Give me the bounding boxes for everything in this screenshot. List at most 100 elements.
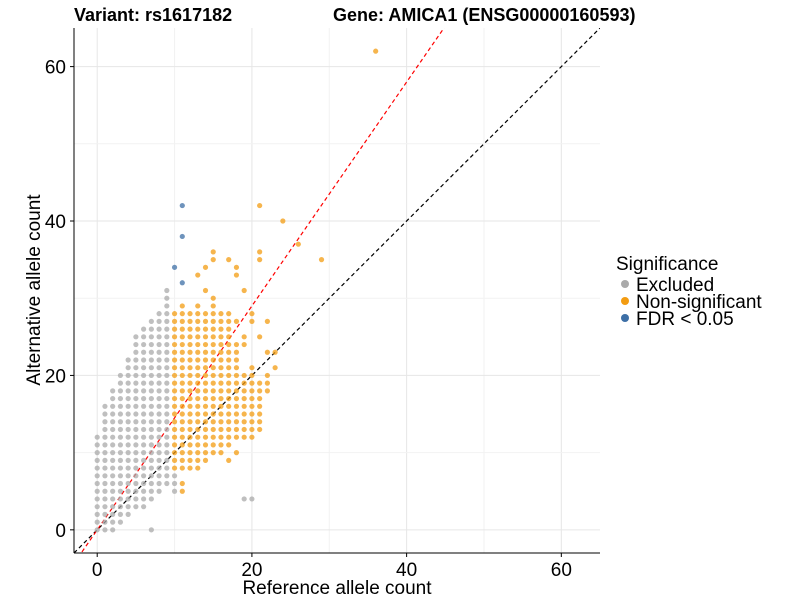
point-non-significant xyxy=(226,311,232,317)
x-tick-label: 0 xyxy=(92,560,103,581)
point-non-significant xyxy=(210,357,216,363)
point-non-significant xyxy=(195,326,201,332)
point-non-significant xyxy=(171,349,178,355)
variant-title: Variant: rs1617182 xyxy=(74,5,232,25)
legend-label: Excluded xyxy=(636,275,714,296)
point-excluded xyxy=(156,457,162,463)
point-excluded xyxy=(133,504,139,510)
point-non-significant xyxy=(179,303,185,309)
point-non-significant xyxy=(233,388,240,394)
point-non-significant xyxy=(210,311,216,317)
point-excluded xyxy=(156,450,162,456)
point-excluded xyxy=(156,341,162,348)
point-non-significant xyxy=(257,403,263,409)
point-excluded xyxy=(141,434,147,440)
point-excluded xyxy=(110,403,116,409)
point-non-significant xyxy=(195,403,201,409)
point-non-significant xyxy=(210,372,216,379)
point-excluded xyxy=(110,527,116,533)
point-excluded xyxy=(125,488,131,494)
point-non-significant xyxy=(179,426,185,433)
point-excluded xyxy=(125,496,131,502)
point-non-significant xyxy=(210,341,216,348)
point-non-significant xyxy=(233,365,240,371)
point-non-significant xyxy=(179,380,185,386)
point-excluded xyxy=(164,403,170,409)
point-non-significant xyxy=(233,426,240,433)
point-excluded xyxy=(133,426,139,433)
point-excluded xyxy=(164,365,170,371)
point-excluded xyxy=(141,349,147,355)
point-non-significant xyxy=(179,465,185,471)
point-excluded xyxy=(171,480,178,487)
point-non-significant xyxy=(218,334,224,340)
point-non-significant xyxy=(241,434,247,440)
point-non-significant xyxy=(257,419,263,425)
point-non-significant xyxy=(226,372,232,379)
point-non-significant xyxy=(233,450,240,456)
point-non-significant xyxy=(179,326,185,332)
point-excluded xyxy=(148,334,154,340)
point-excluded xyxy=(141,411,147,417)
point-non-significant xyxy=(210,326,216,332)
point-excluded xyxy=(141,480,147,487)
point-non-significant xyxy=(187,311,193,317)
point-excluded xyxy=(148,341,154,348)
point-non-significant xyxy=(187,326,193,332)
point-excluded xyxy=(156,434,162,440)
point-excluded xyxy=(133,388,139,394)
point-non-significant xyxy=(187,365,193,371)
point-excluded xyxy=(110,488,116,494)
point-non-significant xyxy=(249,419,255,425)
point-non-significant xyxy=(264,380,270,386)
point-excluded xyxy=(125,419,131,425)
point-excluded xyxy=(164,311,170,317)
point-non-significant xyxy=(202,349,209,355)
legend-key-1 xyxy=(621,297,629,305)
point-excluded xyxy=(156,480,162,487)
point-excluded xyxy=(110,434,116,440)
point-excluded xyxy=(164,349,170,355)
point-non-significant xyxy=(233,349,240,355)
point-non-significant xyxy=(226,426,232,433)
point-non-significant xyxy=(187,357,193,363)
point-excluded xyxy=(141,372,147,379)
point-non-significant xyxy=(226,388,232,394)
point-non-significant xyxy=(171,403,178,409)
point-excluded xyxy=(117,403,124,409)
point-non-significant xyxy=(179,403,185,409)
legend-key-0 xyxy=(621,280,629,288)
point-non-significant xyxy=(233,341,240,348)
point-non-significant xyxy=(171,450,178,456)
point-non-significant xyxy=(171,357,178,363)
point-non-significant xyxy=(218,403,224,409)
point-excluded xyxy=(110,465,116,471)
point-non-significant xyxy=(226,257,232,263)
point-non-significant xyxy=(187,372,193,379)
point-excluded xyxy=(133,403,139,409)
point-excluded xyxy=(94,465,100,471)
point-excluded xyxy=(164,334,170,340)
point-non-significant xyxy=(218,349,224,355)
point-excluded xyxy=(141,326,147,332)
point-non-significant xyxy=(179,395,185,402)
point-excluded xyxy=(102,411,108,417)
point-non-significant xyxy=(202,411,209,417)
point-non-significant xyxy=(187,426,193,433)
point-non-significant xyxy=(187,403,193,409)
point-non-significant xyxy=(241,395,247,402)
point-non-significant xyxy=(233,380,240,386)
point-non-significant xyxy=(179,480,185,487)
point-non-significant xyxy=(187,465,193,471)
point-excluded xyxy=(117,488,124,494)
point-non-significant xyxy=(318,257,325,263)
point-excluded xyxy=(141,496,147,502)
point-non-significant xyxy=(210,419,216,425)
point-non-significant xyxy=(195,365,201,371)
point-non-significant xyxy=(257,257,263,263)
point-excluded xyxy=(148,473,154,479)
point-non-significant xyxy=(171,372,178,379)
point-non-significant xyxy=(179,457,185,463)
point-excluded xyxy=(110,388,116,394)
point-excluded xyxy=(156,318,162,324)
